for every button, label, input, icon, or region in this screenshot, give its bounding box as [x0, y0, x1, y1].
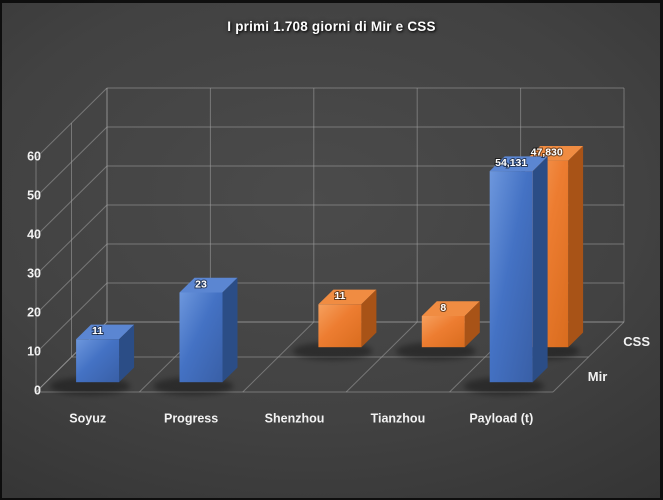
bar-top-face: [76, 324, 135, 340]
category-label: Soyuz: [69, 411, 106, 425]
series-depth-label: Mir: [588, 369, 608, 384]
bar-front-face: [318, 304, 362, 348]
bar-front-face: [76, 339, 120, 383]
category-label: Shenzhou: [265, 411, 325, 425]
bar-top-face: [421, 301, 480, 316]
value-tick-label: 40: [27, 227, 41, 241]
bar-side-face: [119, 324, 135, 383]
chart-title: I primi 1.708 giorni di Mir e CSS: [227, 19, 436, 34]
bar-side-face: [532, 156, 548, 383]
bar-top-face: [489, 156, 548, 172]
value-tick-label: 30: [27, 266, 41, 280]
bar-front-face: [489, 171, 533, 383]
bar-mir-progress: [179, 277, 238, 383]
bar-side-face: [361, 289, 377, 348]
bar-side-face: [568, 146, 584, 348]
bar-top-face: [179, 277, 238, 293]
category-label: Tianzhou: [371, 411, 426, 425]
bar-css-tianzhou: [421, 301, 480, 348]
bar-front-face: [421, 316, 465, 348]
bar-side-face: [222, 277, 238, 383]
bar-data-label: 54,131: [495, 157, 527, 169]
bar-data-label: 11: [334, 290, 345, 302]
category-label: Payload (t): [469, 411, 533, 425]
bar-mir-soyuz: [76, 324, 135, 383]
chart-text: 11 8 47,830 11 23 54,131 Soyuz Progress Shenzhou…: [27, 145, 650, 425]
value-tick-label: 20: [27, 305, 41, 319]
bar-data-label: 11: [92, 325, 103, 337]
bar-mir-payload-t-: [489, 156, 548, 383]
bar-data-label: 47,830: [531, 146, 563, 158]
series-depth-label: CSS: [623, 334, 650, 349]
category-label: Progress: [164, 411, 218, 425]
value-tick-label: 50: [27, 188, 41, 202]
value-tick-label: 10: [27, 344, 41, 358]
bar-data-label: 8: [440, 302, 446, 314]
value-tick-label: 60: [27, 149, 41, 163]
bar-side-face: [464, 301, 480, 348]
bar-data-label: 23: [195, 278, 207, 290]
value-tick-label: 0: [34, 383, 41, 397]
bar-front-face: [179, 292, 223, 383]
bar-css-shenzhou: [318, 289, 377, 348]
bar-top-face: [318, 289, 377, 305]
bars: [76, 146, 584, 383]
